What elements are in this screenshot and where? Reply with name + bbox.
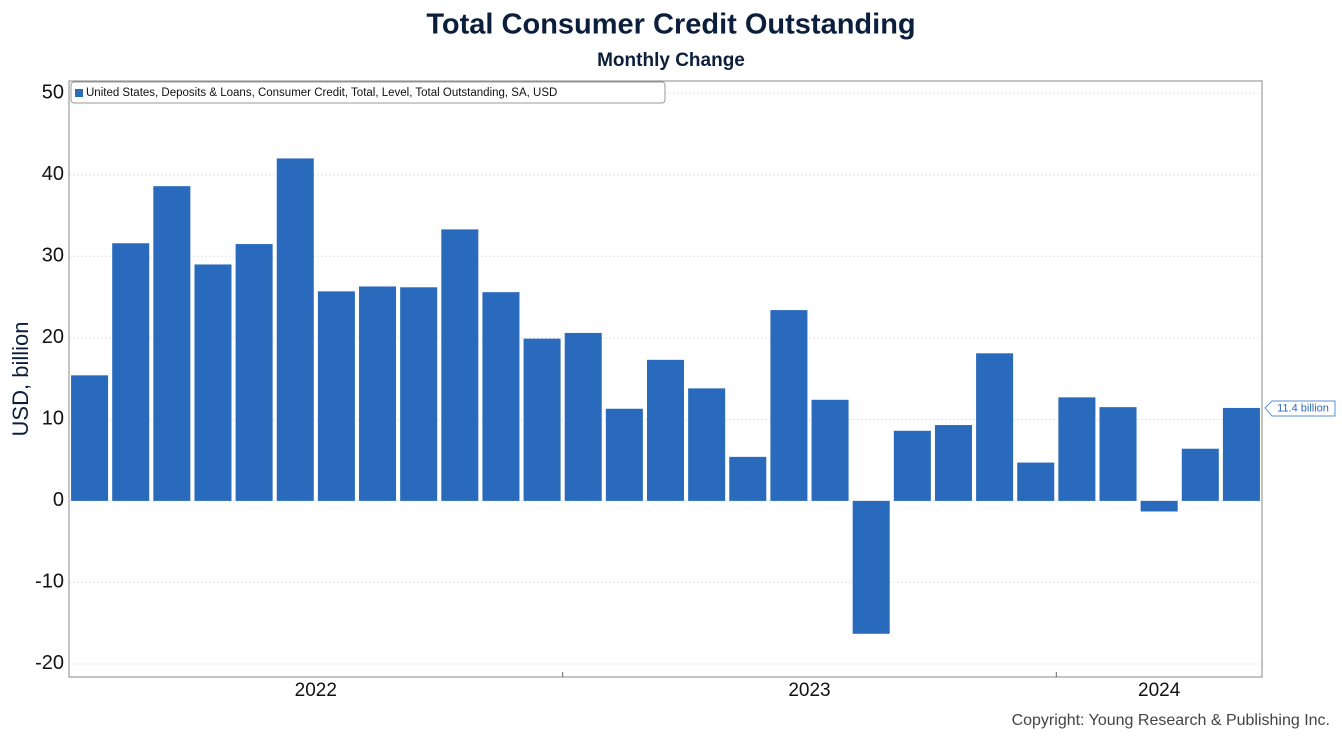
- bar: [1222, 407, 1260, 501]
- bar: [71, 375, 109, 501]
- bar: [1140, 500, 1178, 512]
- bar: [646, 359, 685, 501]
- bar: [976, 353, 1014, 501]
- bar: [194, 264, 232, 501]
- legend-box: [70, 81, 666, 104]
- bar: [276, 158, 314, 501]
- y-tick-label: -10: [35, 571, 64, 593]
- legend-swatch: [75, 89, 83, 97]
- bar: [852, 500, 890, 634]
- y-tick-label: 20: [42, 326, 64, 348]
- bar: [729, 456, 767, 501]
- copyright: Copyright: Young Research & Publishing I…: [1012, 712, 1330, 729]
- y-tick-label: 0: [53, 489, 64, 511]
- y-axis-label: USD, billion: [8, 322, 33, 437]
- plot-frame: [68, 80, 1263, 678]
- bar: [317, 291, 355, 501]
- x-tick-label: 2024: [1138, 680, 1181, 701]
- bar: [441, 229, 479, 501]
- bar: [523, 338, 561, 501]
- bar: [112, 243, 150, 501]
- bar: [1058, 397, 1096, 501]
- bar: [235, 244, 273, 501]
- value-label: 11.4 billion: [1277, 402, 1329, 414]
- y-tick-label: -20: [35, 652, 64, 674]
- x-tick-label: 2022: [295, 680, 337, 701]
- bar: [605, 408, 643, 501]
- bar: [811, 399, 849, 501]
- legend-label: United States, Deposits & Loans, Consume…: [86, 87, 557, 99]
- bar: [400, 287, 438, 501]
- bar: [770, 310, 808, 501]
- y-tick-label: 10: [42, 408, 64, 430]
- x-tick-label: 2023: [788, 680, 830, 701]
- bar: [153, 186, 191, 501]
- y-tick-label: 40: [42, 163, 64, 185]
- chart-title: Total Consumer Credit Outstanding: [426, 9, 915, 41]
- bar: [482, 292, 520, 501]
- y-tick-label: 50: [42, 82, 64, 104]
- bar: [1099, 407, 1137, 501]
- bar: [564, 332, 602, 501]
- bar: [893, 430, 931, 501]
- value-label-box: [1264, 400, 1336, 417]
- bar: [1017, 462, 1055, 501]
- bar: [688, 388, 726, 501]
- chart-subtitle: Monthly Change: [597, 50, 745, 71]
- bar: [934, 425, 972, 501]
- y-tick-label: 30: [42, 245, 64, 267]
- bar: [1181, 448, 1219, 501]
- bar: [359, 286, 397, 501]
